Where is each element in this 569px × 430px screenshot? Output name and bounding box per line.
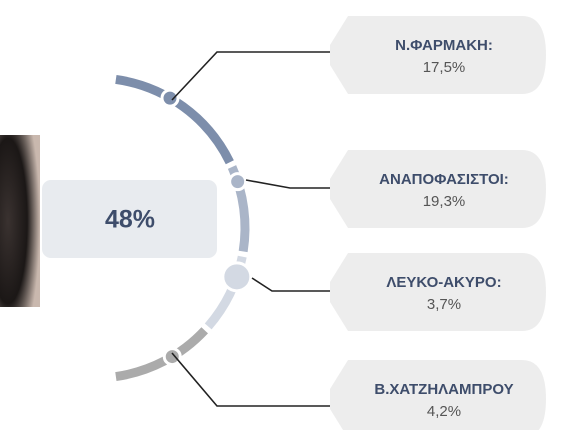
- infographic: 48% Ν.ΦΑΡΜΑΚΗ: 17,5% ΑΝΑΠΟΦΑΣΙΣΤΟΙ: 19,3% ΛΕ…: [0, 0, 569, 430]
- tag-label: ΑΝΑΠΟΦΑΣΙΣΤΟΙ:: [379, 171, 509, 188]
- arc-dot: [162, 90, 178, 106]
- connector: [172, 52, 332, 100]
- tag-value: 3,7%: [427, 296, 461, 313]
- arc-dot: [223, 263, 251, 291]
- connector: [246, 180, 342, 188]
- photo: [0, 135, 40, 307]
- connector: [172, 353, 332, 406]
- tag-shape: [330, 16, 546, 94]
- tag-label: ΛΕΥΚΟ-ΑΚΥΡΟ:: [386, 274, 501, 291]
- arc-segment: [116, 330, 205, 376]
- arc-dot: [164, 349, 180, 365]
- tag-label: Ν.ΦΑΡΜΑΚΗ:: [395, 37, 493, 54]
- tag-label: Β.ΧΑΤΖΗΛΑΜΠΡΟΥ: [374, 381, 513, 398]
- page: 48% Ν.ΦΑΡΜΑΚΗ: 17,5% ΑΝΑΠΟΦΑΣΙΣΤΟΙ: 19,3% ΛΕ…: [0, 0, 569, 430]
- tag-value: 4,2%: [427, 403, 461, 420]
- tag-shape: [330, 253, 546, 331]
- tag-value: 17,5%: [423, 59, 466, 76]
- center-value: 48%: [105, 206, 155, 234]
- tag-shape: [330, 150, 546, 228]
- connector: [252, 278, 342, 291]
- arc-dot: [230, 174, 246, 190]
- tag-value: 19,3%: [423, 193, 466, 210]
